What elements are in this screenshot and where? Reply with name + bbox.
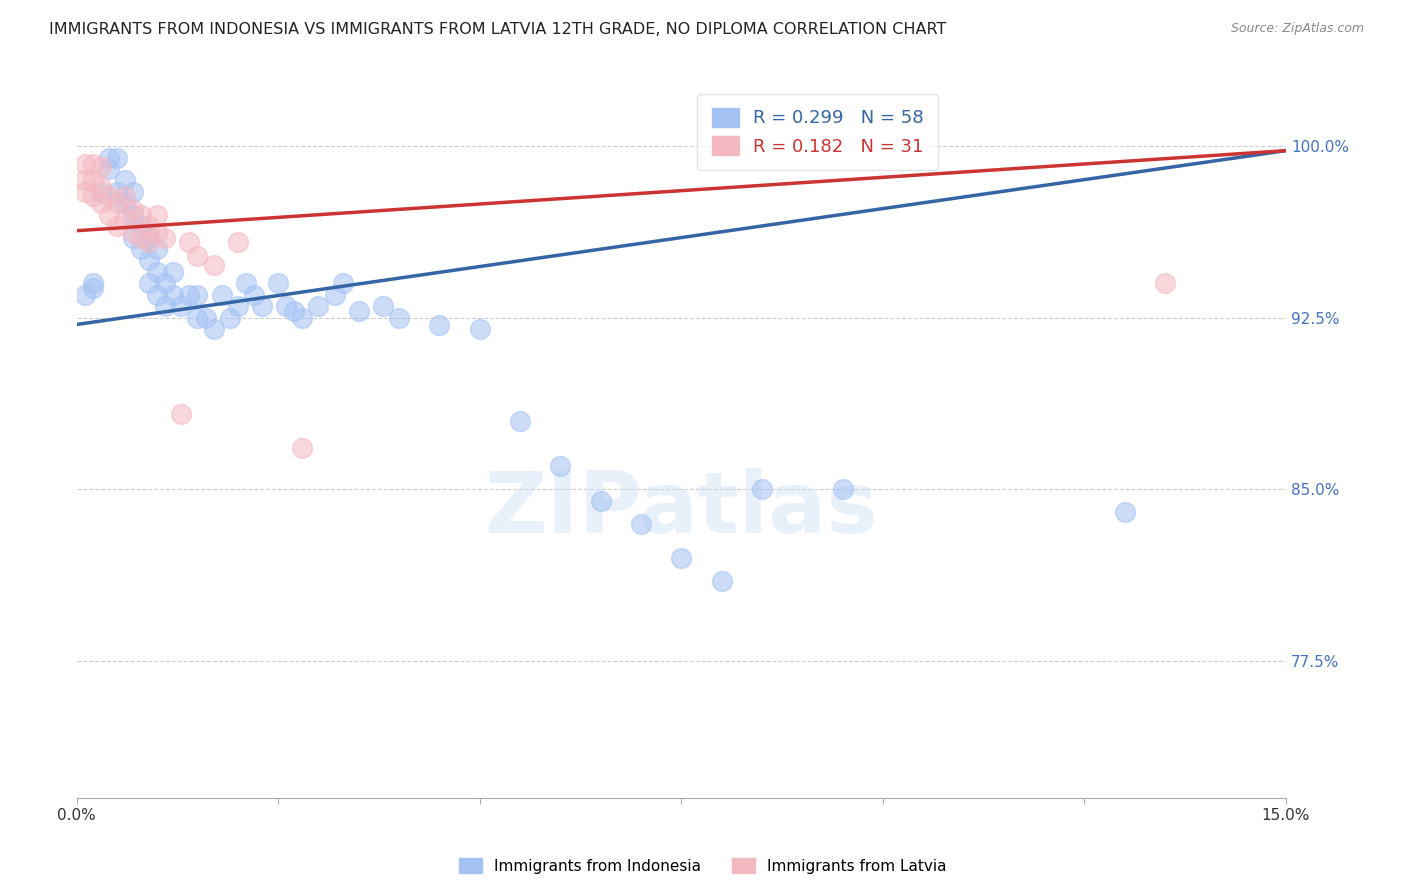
Point <box>243 287 266 301</box>
Point <box>138 219 160 234</box>
Point <box>186 310 208 325</box>
Point <box>82 277 104 291</box>
Point <box>114 189 136 203</box>
Point <box>202 322 225 336</box>
Point <box>267 277 290 291</box>
Legend: R = 0.299   N = 58, R = 0.182   N = 31: R = 0.299 N = 58, R = 0.182 N = 31 <box>697 94 938 170</box>
Point <box>211 287 233 301</box>
Point <box>429 318 451 332</box>
Point <box>671 550 693 565</box>
Point <box>73 157 96 171</box>
Point <box>388 310 411 325</box>
Point <box>509 414 531 428</box>
Point <box>630 516 652 531</box>
Point <box>179 287 201 301</box>
Point <box>122 208 145 222</box>
Point <box>129 230 152 244</box>
Point <box>114 196 136 211</box>
Point <box>155 277 177 291</box>
Point <box>122 226 145 240</box>
Point <box>90 185 112 199</box>
Point <box>323 287 346 301</box>
Point <box>146 242 169 256</box>
Point <box>114 212 136 227</box>
Point <box>73 287 96 301</box>
Point <box>129 208 152 222</box>
Point <box>122 203 145 218</box>
Point <box>291 310 314 325</box>
Point <box>347 303 370 318</box>
Point <box>202 258 225 272</box>
Point <box>186 249 208 263</box>
Point <box>283 303 305 318</box>
Point <box>155 299 177 313</box>
Point <box>146 208 169 222</box>
Point <box>146 287 169 301</box>
Point <box>550 459 572 474</box>
Point <box>291 441 314 455</box>
Point <box>468 322 491 336</box>
Point <box>138 235 160 249</box>
Point <box>90 160 112 174</box>
Point <box>138 230 160 244</box>
Point <box>122 185 145 199</box>
Point <box>105 196 128 211</box>
Point <box>129 242 152 256</box>
Point <box>90 180 112 194</box>
Point <box>194 310 217 325</box>
Point <box>138 277 160 291</box>
Point <box>114 173 136 187</box>
Point <box>371 299 394 313</box>
Point <box>138 253 160 268</box>
Point <box>1114 505 1136 519</box>
Point <box>186 287 208 301</box>
Point <box>146 226 169 240</box>
Point <box>97 151 120 165</box>
Point <box>105 185 128 199</box>
Point <box>122 230 145 244</box>
Point <box>218 310 240 325</box>
Point <box>226 299 249 313</box>
Point <box>73 185 96 199</box>
Point <box>1154 277 1177 291</box>
Point <box>170 299 193 313</box>
Point <box>97 208 120 222</box>
Text: Source: ZipAtlas.com: Source: ZipAtlas.com <box>1230 22 1364 36</box>
Point <box>97 189 120 203</box>
Point <box>162 287 184 301</box>
Point <box>170 407 193 421</box>
Point <box>105 151 128 165</box>
Point <box>589 493 612 508</box>
Point <box>105 219 128 234</box>
Point <box>307 299 329 313</box>
Point <box>751 482 773 496</box>
Point <box>332 277 354 291</box>
Point <box>162 265 184 279</box>
Point <box>82 157 104 171</box>
Point <box>831 482 853 496</box>
Point <box>82 173 104 187</box>
Point <box>235 277 257 291</box>
Text: IMMIGRANTS FROM INDONESIA VS IMMIGRANTS FROM LATVIA 12TH GRADE, NO DIPLOMA CORRE: IMMIGRANTS FROM INDONESIA VS IMMIGRANTS … <box>49 22 946 37</box>
Text: ZIPatlas: ZIPatlas <box>485 468 879 551</box>
Point <box>97 161 120 176</box>
Point <box>276 299 298 313</box>
Point <box>155 230 177 244</box>
Point <box>73 173 96 187</box>
Point <box>146 265 169 279</box>
Point <box>226 235 249 249</box>
Point <box>82 281 104 295</box>
Point <box>250 299 273 313</box>
Point <box>90 196 112 211</box>
Legend: Immigrants from Indonesia, Immigrants from Latvia: Immigrants from Indonesia, Immigrants fr… <box>453 852 953 880</box>
Point <box>129 219 152 234</box>
Point <box>710 574 733 588</box>
Point <box>179 235 201 249</box>
Point <box>82 189 104 203</box>
